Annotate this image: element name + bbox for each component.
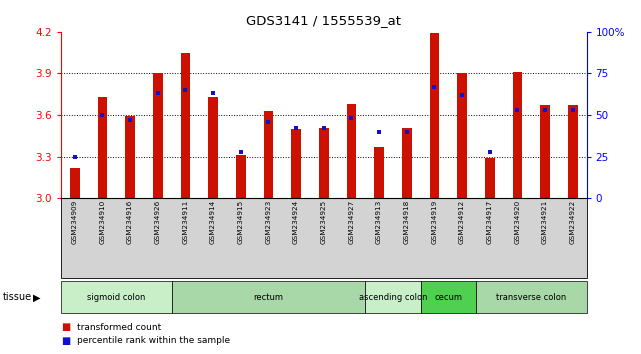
- Bar: [291, 129, 301, 198]
- Text: ■: ■: [61, 336, 70, 346]
- Bar: [236, 155, 246, 198]
- Bar: [513, 72, 522, 198]
- Text: cecum: cecum: [434, 293, 462, 302]
- Text: sigmoid colon: sigmoid colon: [87, 293, 146, 302]
- Bar: [153, 74, 163, 198]
- Text: ascending colon: ascending colon: [358, 293, 427, 302]
- Text: percentile rank within the sample: percentile rank within the sample: [77, 336, 230, 345]
- Bar: [97, 97, 107, 198]
- Text: transformed count: transformed count: [77, 323, 161, 332]
- Text: ▶: ▶: [33, 292, 41, 302]
- Bar: [568, 105, 578, 198]
- Bar: [263, 111, 273, 198]
- Text: tissue: tissue: [3, 292, 32, 302]
- Bar: [374, 147, 384, 198]
- Bar: [540, 105, 550, 198]
- Bar: [402, 127, 412, 198]
- Bar: [70, 168, 79, 198]
- Text: transverse colon: transverse colon: [496, 293, 566, 302]
- Bar: [457, 74, 467, 198]
- Text: rectum: rectum: [253, 293, 283, 302]
- Text: ■: ■: [61, 322, 70, 332]
- Bar: [181, 53, 190, 198]
- Bar: [429, 33, 439, 198]
- Bar: [485, 158, 495, 198]
- Bar: [319, 127, 329, 198]
- Text: GDS3141 / 1555539_at: GDS3141 / 1555539_at: [246, 14, 401, 27]
- Bar: [208, 97, 218, 198]
- Bar: [125, 116, 135, 198]
- Bar: [347, 104, 356, 198]
